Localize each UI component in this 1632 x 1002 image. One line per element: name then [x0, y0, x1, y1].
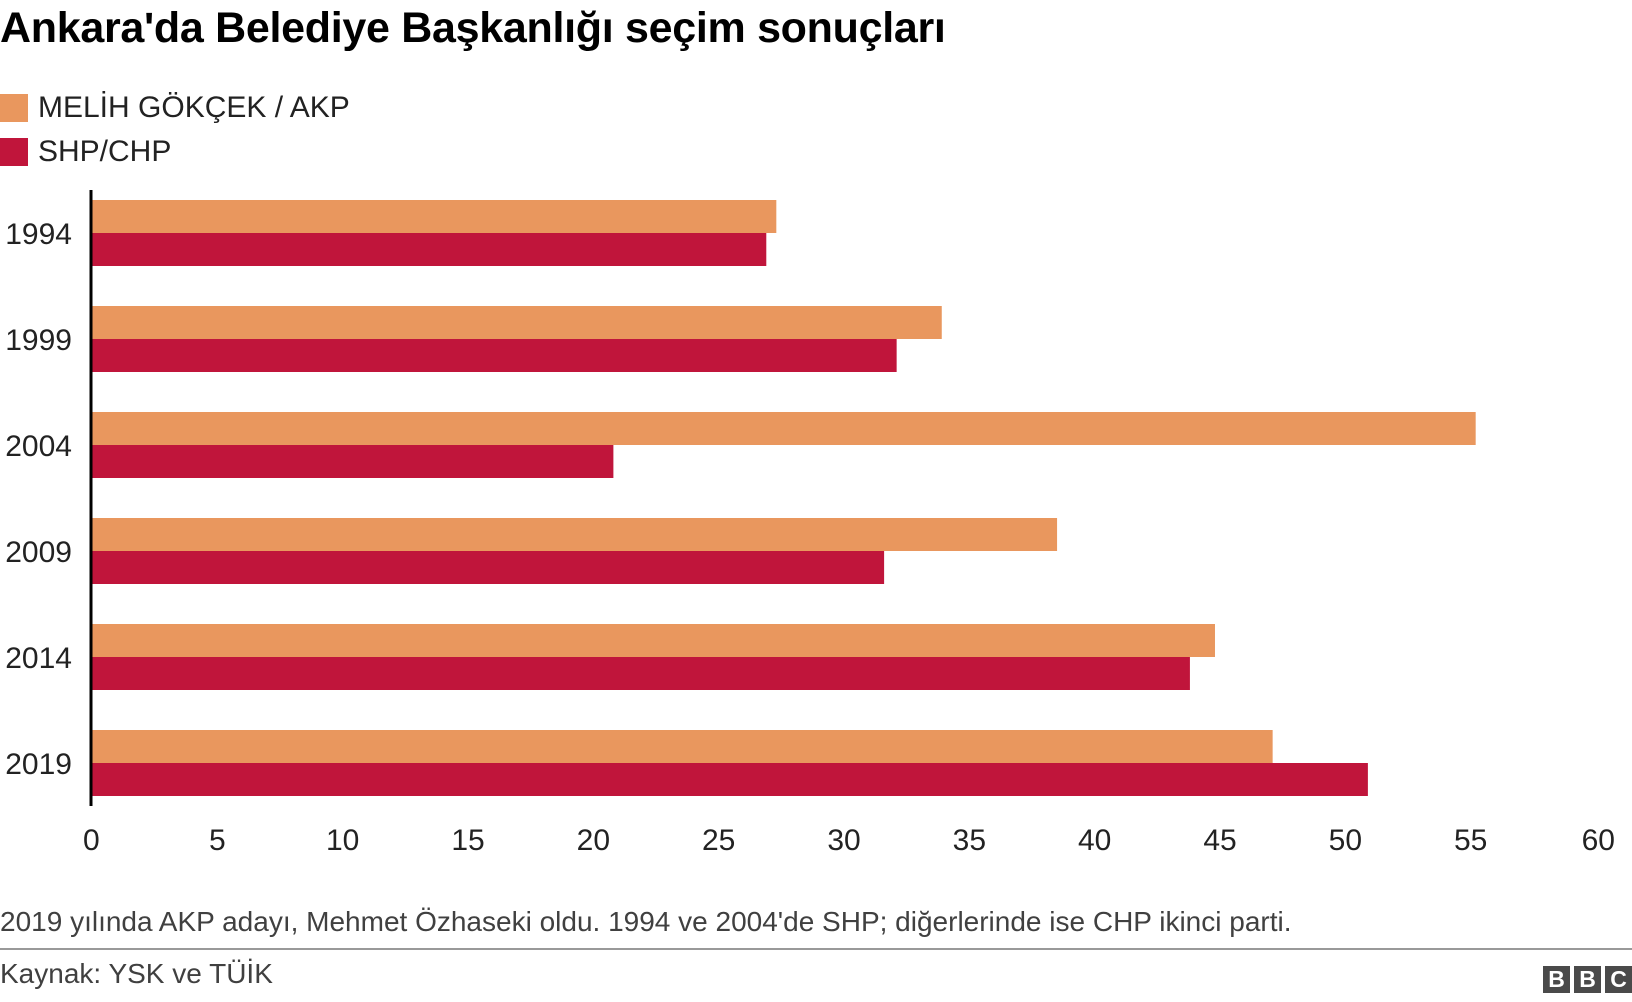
- x-tick-label: 60: [1582, 824, 1615, 857]
- divider: [0, 948, 1632, 950]
- y-tick-label: 2009: [5, 536, 72, 569]
- legend-label-chp: SHP/CHP: [38, 135, 172, 168]
- bar-chp-1994: [92, 233, 767, 266]
- x-tick-label: 25: [702, 824, 735, 857]
- legend-swatch-chp: [0, 138, 28, 166]
- bbc-logo: B B C: [1543, 966, 1632, 993]
- x-tick-label: 55: [1454, 824, 1487, 857]
- bbc-logo-letter: B: [1543, 966, 1570, 993]
- x-tick-label: 30: [827, 824, 860, 857]
- x-tick-label: 15: [451, 824, 484, 857]
- bar-akp-2014: [92, 624, 1215, 657]
- x-tick-label: 10: [326, 824, 359, 857]
- legend-swatch-akp: [0, 94, 28, 122]
- bar-akp-1999: [92, 306, 942, 339]
- bar-chp-2014: [92, 657, 1190, 690]
- chart-title: Ankara'da Belediye Başkanlığı seçim sonu…: [0, 4, 946, 52]
- x-tick-label: 40: [1078, 824, 1111, 857]
- legend-label-akp: MELİH GÖKÇEK / AKP: [38, 91, 350, 124]
- bbc-logo-letter: C: [1605, 966, 1632, 993]
- bar-chp-1999: [92, 339, 897, 372]
- x-tick-label: 0: [83, 824, 100, 857]
- source-note: Kaynak: YSK ve TÜİK: [0, 958, 273, 989]
- bar-akp-2004: [92, 412, 1476, 445]
- footnote: 2019 yılında AKP adayı, Mehmet Özhaseki …: [0, 906, 1292, 937]
- y-tick-label: 2019: [5, 748, 72, 781]
- bar-chp-2004: [92, 445, 614, 478]
- bar-chart: 1994 1999 2004 2009 2014 2019 0 5 10 15 20 25 30 35 40…: [5, 190, 1615, 857]
- y-tick-label: 2014: [5, 642, 72, 675]
- x-tick-label: 50: [1329, 824, 1362, 857]
- bar-chp-2009: [92, 551, 885, 584]
- x-tick-label: 35: [953, 824, 986, 857]
- x-tick-label: 20: [577, 824, 610, 857]
- x-tick-label: 5: [209, 824, 226, 857]
- legend: MELİH GÖKÇEK / AKP SHP/CHP: [0, 86, 350, 174]
- x-tick-label: 45: [1203, 824, 1236, 857]
- bar-akp-2019: [92, 730, 1273, 763]
- legend-item-chp: SHP/CHP: [0, 130, 350, 174]
- bar-akp-1994: [92, 200, 777, 233]
- bar-akp-2009: [92, 518, 1058, 551]
- bar-chp-2019: [92, 763, 1368, 796]
- y-tick-label: 1994: [5, 218, 72, 251]
- y-tick-label: 2004: [5, 430, 72, 463]
- bbc-logo-letter: B: [1574, 966, 1601, 993]
- y-tick-label: 1999: [5, 324, 72, 357]
- legend-item-akp: MELİH GÖKÇEK / AKP: [0, 86, 350, 130]
